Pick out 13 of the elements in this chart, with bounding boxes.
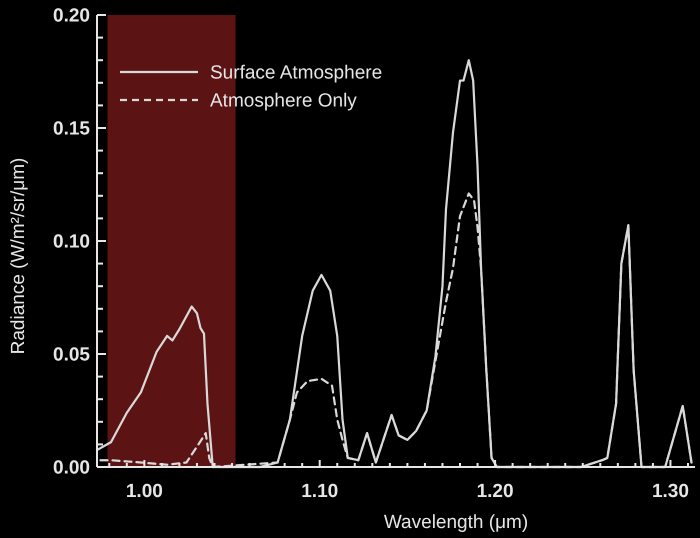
x-tick-label: 1.20 [476,481,514,502]
x-axis-title: Wavelength (μm) [384,512,528,533]
x-tick-label: 1.10 [301,481,338,502]
y-tick-label: 0.20 [53,6,90,27]
y-axis-title: Radiance (W/m²/sr/μm) [8,158,29,354]
legend-label: Atmosphere Only [210,90,358,112]
legend-label: Surface Atmosphere [210,62,382,84]
x-tick-label: 1.00 [126,481,163,502]
y-tick-label: 0.15 [53,118,90,140]
x-tick-label: 1.30 [652,481,689,502]
y-tick-label: 0.00 [53,458,90,479]
y-tick-label: 0.05 [53,344,90,366]
y-tick-label: 0.10 [53,232,90,253]
